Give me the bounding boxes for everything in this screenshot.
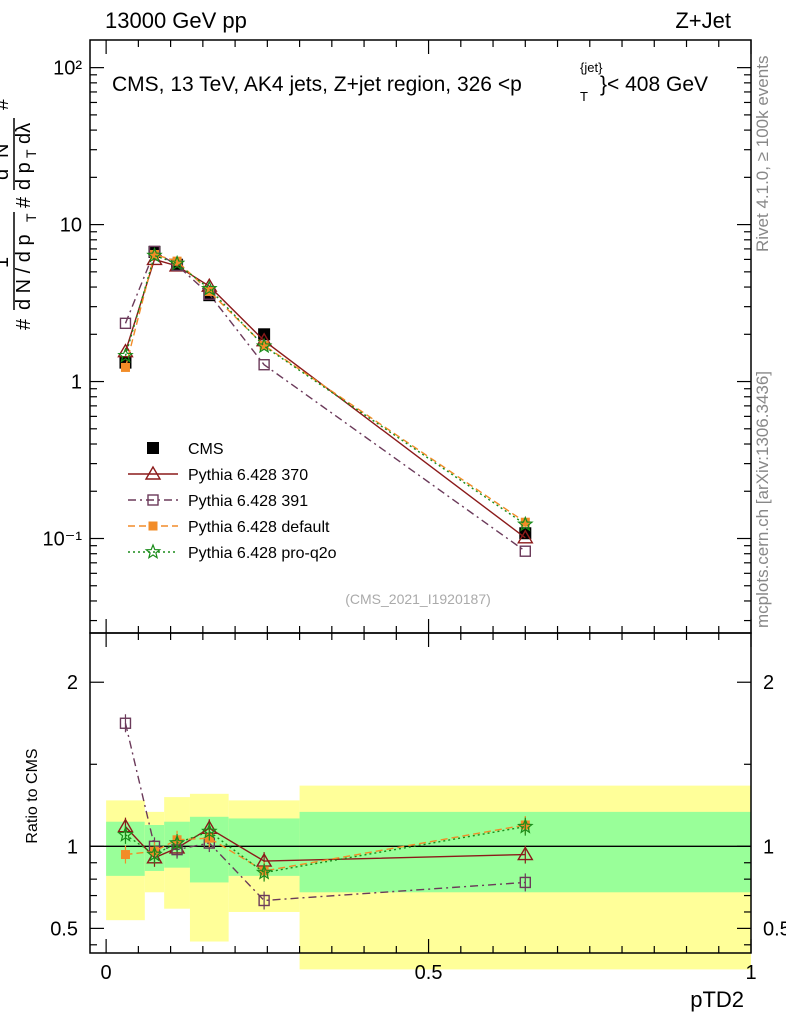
header-right-title: Z+Jet [675, 8, 731, 33]
main-point-s4-0 [117, 347, 134, 363]
main-plot-panel: 10⁻¹ 1 10 10² [43, 39, 752, 634]
svg-text:2: 2 [0, 161, 1, 168]
ratio-series-3 [117, 817, 534, 882]
main-series-line-3 [124, 253, 526, 523]
svg-text:#: # [0, 98, 13, 110]
subtitle-sup: {jet} [580, 60, 603, 75]
svg-text:dλ: dλ [13, 123, 35, 144]
main-point-s4-3 [200, 280, 218, 296]
x-tick-label: 0.5 [415, 962, 443, 984]
main-point-s3-2 [172, 256, 182, 266]
ratio-point-s1-5 [519, 876, 531, 889]
main-point-s3-1 [149, 249, 159, 259]
svg-text:N: N [0, 144, 13, 158]
legend-marker-3 [148, 521, 158, 531]
main-point-s2-4 [258, 359, 270, 371]
main-series-line-4 [124, 254, 526, 525]
side-mcplots-label: mcplots.cern.ch [arXiv:1306.3436] [753, 371, 772, 628]
main-series-2 [119, 245, 531, 557]
main-ytick-label: 10 [60, 215, 82, 237]
svg-text:d: d [0, 169, 13, 180]
main-point-s3-0 [120, 362, 130, 372]
main-point-s2-5 [519, 545, 531, 557]
ratio-point-s2-0 [120, 850, 130, 860]
legend-label-4: Pythia 6.428 pro-q2o [188, 545, 337, 562]
svg-text:#: # [13, 196, 35, 208]
legend-marker-4 [144, 543, 162, 560]
main-ytick-label: 10² [53, 58, 82, 80]
legend-marker-2 [147, 494, 159, 506]
subtitle-main: CMS, 13 TeV, AK4 jets, Z+jet region, 326… [112, 73, 522, 96]
main-point-s3-5 [520, 517, 530, 527]
ratio-point-s3-4 [255, 863, 273, 880]
main-ytick-label: 10⁻¹ [43, 529, 83, 551]
x-tick-label: 1 [745, 962, 756, 984]
svg-text:T: T [23, 149, 39, 158]
ratio-point-s3-1 [146, 845, 163, 862]
main-ytick-label: 1 [71, 372, 82, 394]
ratio-plot-frame [89, 632, 752, 954]
subtitle: CMS, 13 TeV, AK4 jets, Z+jet region, 326… [112, 60, 708, 104]
ratio-ytick-label: 0.5 [50, 918, 78, 940]
ratio-ytick-label-right: 1 [763, 836, 774, 858]
main-point-s1-0 [117, 343, 134, 358]
main-point-s4-4 [255, 337, 273, 354]
header-left-title: 13000 GeV pp [105, 8, 247, 33]
ratio-point-s1-4 [258, 894, 270, 907]
main-point-s2-0 [119, 317, 132, 330]
main-point-s3-4 [259, 340, 269, 350]
x-tick-label: 0 [101, 962, 112, 984]
legend-label-0: CMS [188, 441, 224, 458]
ratio-ytick-label-right: 0.5 [763, 918, 786, 940]
ratio-series-line-1 [124, 723, 526, 902]
ratio-ylabel: Ratio to CMS [24, 748, 41, 843]
svg-text:1: 1 [0, 257, 13, 268]
ratio-plot-panel: 0.5 0.5 1 1 2 2 0 0.5 1 [50, 632, 786, 984]
subtitle-tail: }< 408 GeV [600, 73, 708, 96]
subtitle-sub: T [580, 89, 588, 104]
main-point-s1-5 [517, 529, 534, 544]
main-series-4 [117, 246, 534, 532]
ratio-point-s3-2 [168, 834, 186, 851]
ratio-point-s3-5 [517, 817, 534, 834]
main-point-s4-2 [168, 254, 186, 271]
main-ylabel: # d N / d p T # 1 d p T dλ d 2 N # [0, 98, 39, 330]
main-point-s4-1 [146, 246, 163, 263]
svg-text:T: T [23, 213, 39, 222]
ratio-point-s0-5 [517, 846, 534, 861]
main-series-1 [117, 251, 534, 544]
side-rivet-label: Rivet 4.1.0, ≥ 100k events [753, 56, 772, 252]
ratio-ytick-label-right: 2 [763, 672, 774, 694]
legend-label-2: Pythia 6.428 391 [188, 493, 308, 510]
main-series-line-1 [124, 258, 526, 539]
ratio-ytick-label: 2 [67, 672, 78, 694]
legend-marker-1 [144, 465, 162, 480]
legend: CMS Pythia 6.428 370 Pythia 6.428 391 Pythi… [128, 441, 337, 562]
main-point-s4-5 [516, 515, 534, 532]
svg-text:#: # [13, 318, 35, 330]
legend-label-1: Pythia 6.428 370 [188, 467, 308, 484]
svg-text:d p: d p [13, 162, 35, 190]
analysis-id: (CMS_2021_I1920187) [345, 591, 491, 607]
legend-label-3: Pythia 6.428 default [188, 519, 330, 536]
ratio-point-s1-0 [119, 717, 132, 729]
ratio-ytick-label: 1 [67, 836, 78, 858]
svg-text:d N / d p: d N / d p [13, 234, 35, 310]
ratio-point-s3-0 [117, 826, 134, 842]
x-axis-label: pTD2 [690, 987, 744, 1012]
legend-marker-0 [147, 442, 159, 454]
main-series-line-2 [124, 250, 526, 552]
ratio-point-s3-3 [201, 822, 218, 839]
